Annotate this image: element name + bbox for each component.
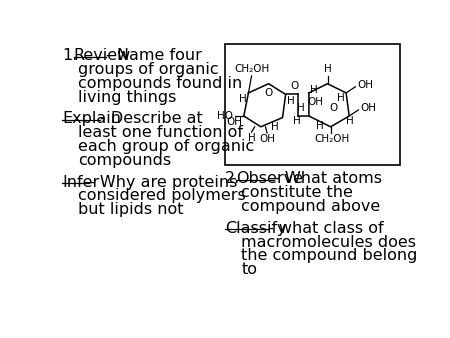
Text: H: H	[310, 85, 318, 95]
Text: Explain: Explain	[63, 112, 122, 126]
Text: 1.: 1.	[63, 48, 78, 63]
Text: H: H	[346, 116, 354, 126]
Text: 2.: 2.	[225, 171, 240, 187]
Text: living things: living things	[78, 90, 177, 105]
Text: O: O	[291, 80, 299, 91]
Text: H: H	[239, 94, 247, 104]
Text: to: to	[241, 262, 257, 277]
Text: - Name four: - Name four	[106, 48, 202, 63]
Text: O: O	[329, 103, 338, 113]
Text: H: H	[293, 116, 301, 126]
Bar	[225, 44, 400, 165]
Text: HO: HO	[217, 111, 233, 121]
Text: - Describe at: - Describe at	[100, 112, 202, 126]
Text: H: H	[316, 121, 324, 131]
Text: H: H	[337, 93, 345, 102]
Text: macromolecules does: macromolecules does	[241, 235, 416, 249]
Text: constitute the: constitute the	[241, 185, 353, 200]
Text: OH: OH	[357, 80, 373, 90]
Text: CH₂OH: CH₂OH	[234, 65, 269, 74]
Text: compound above: compound above	[241, 199, 381, 214]
Text: - Why are proteins: - Why are proteins	[89, 174, 238, 190]
Text: Infer: Infer	[63, 174, 100, 190]
Text: compounds found in: compounds found in	[78, 76, 243, 91]
Text: but lipids not: but lipids not	[78, 202, 184, 217]
Text: OH: OH	[360, 103, 376, 113]
Text: least one function of: least one function of	[78, 125, 243, 140]
Text: groups of organic: groups of organic	[78, 62, 219, 77]
Text: OH: OH	[226, 117, 242, 127]
Text: H: H	[297, 103, 304, 113]
Text: Classify: Classify	[225, 221, 287, 236]
Text: - What atoms: - What atoms	[274, 171, 382, 187]
Text: considered polymers: considered polymers	[78, 188, 246, 203]
Text: OH: OH	[307, 97, 323, 107]
Text: H: H	[287, 96, 295, 105]
Text: compounds: compounds	[78, 153, 171, 168]
Text: the compound belong: the compound belong	[241, 248, 418, 263]
Text: O: O	[265, 88, 273, 98]
Text: H: H	[324, 65, 331, 74]
Text: Observe: Observe	[236, 171, 303, 187]
Text: CH₂OH: CH₂OH	[315, 135, 350, 145]
Text: H: H	[271, 122, 279, 132]
Text: H: H	[248, 133, 256, 143]
Text: - what class of: - what class of	[268, 221, 383, 236]
Text: OH: OH	[259, 135, 275, 145]
Text: Review: Review	[73, 48, 131, 63]
Text: each group of organic: each group of organic	[78, 139, 255, 154]
